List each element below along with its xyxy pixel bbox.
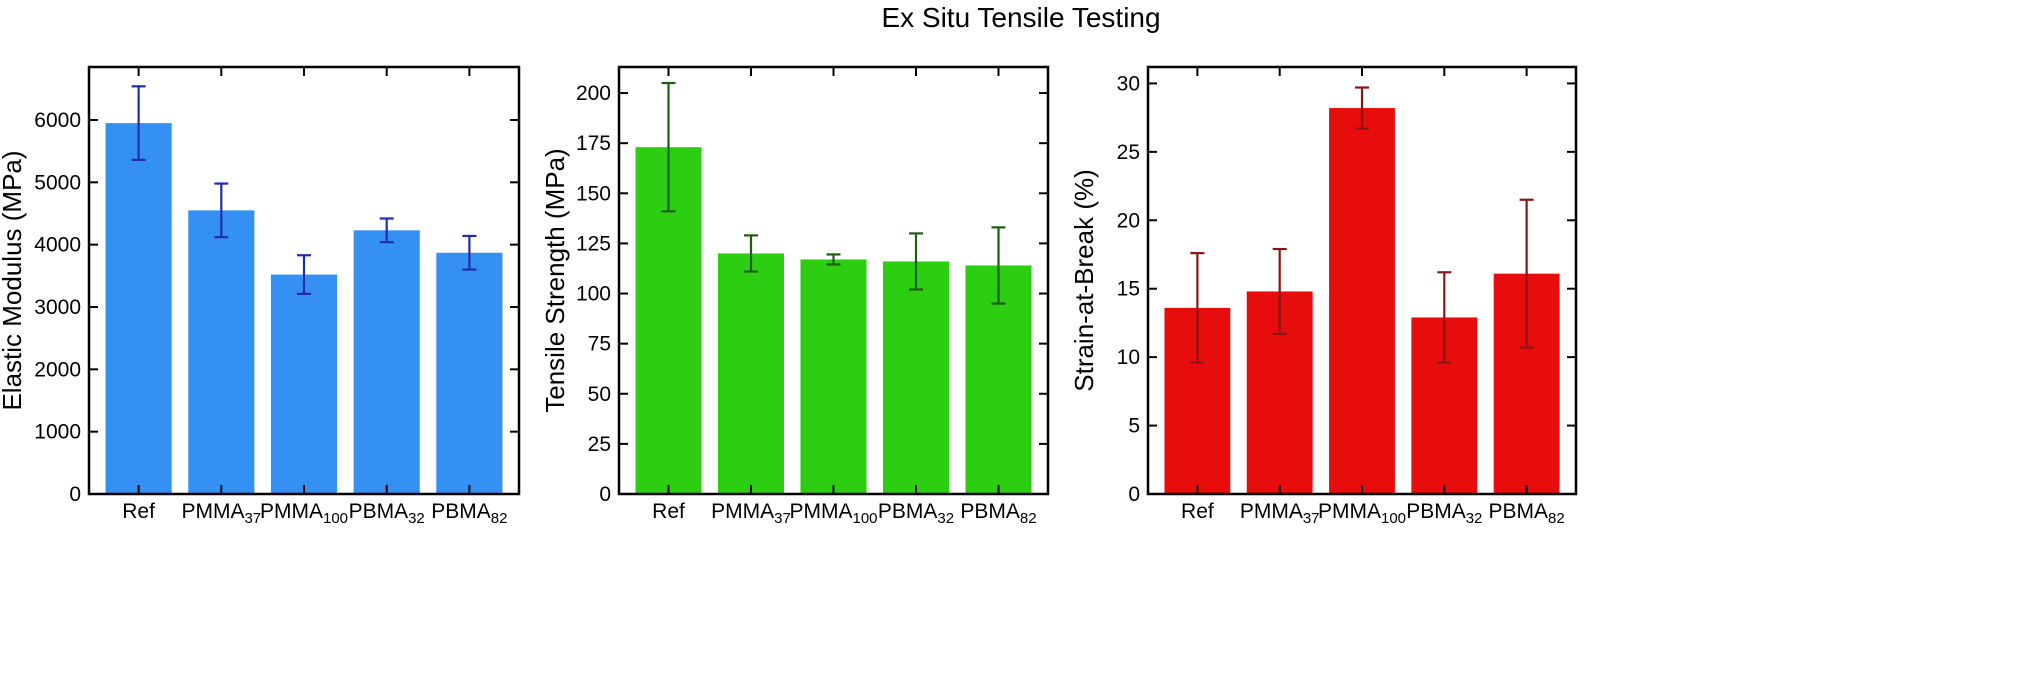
x-tick-label: PBMA32 bbox=[878, 500, 954, 527]
y-tick-label: 3000 bbox=[34, 296, 81, 319]
y-tick-label: 150 bbox=[576, 182, 611, 205]
x-tick-label: PMMA37 bbox=[181, 500, 261, 527]
x-tick-label: PMMA37 bbox=[1240, 500, 1320, 527]
y-tick-label: 6000 bbox=[34, 109, 81, 132]
bar bbox=[270, 274, 338, 494]
y-tick-label: 5 bbox=[1128, 415, 1140, 438]
x-tick-label: PMMA100 bbox=[789, 500, 877, 527]
y-axis-label: Strain-at-Break (%) bbox=[1069, 169, 1099, 392]
bar bbox=[800, 259, 867, 494]
y-tick-label: 4000 bbox=[34, 234, 81, 257]
x-tick-label: PBMA82 bbox=[960, 500, 1036, 527]
y-tick-label: 0 bbox=[69, 483, 81, 506]
y-tick-label: 10 bbox=[1117, 346, 1140, 369]
y-tick-label: 15 bbox=[1117, 278, 1140, 301]
x-tick-label: PMMA37 bbox=[711, 500, 791, 527]
figure-title: Ex Situ Tensile Testing bbox=[881, 2, 1161, 33]
bar bbox=[353, 230, 420, 494]
y-tick-label: 75 bbox=[588, 333, 611, 356]
bar bbox=[1329, 108, 1395, 495]
y-axis-label: Elastic Modulus (MPa) bbox=[0, 150, 27, 410]
x-tick-label: PMMA100 bbox=[260, 500, 348, 527]
y-tick-label: 25 bbox=[1117, 141, 1140, 164]
x-tick-label: PBMA32 bbox=[1406, 500, 1482, 527]
x-tick-label: Ref bbox=[652, 500, 685, 523]
y-axis-label: Tensile Strength (MPa) bbox=[540, 148, 570, 412]
x-tick-label: PBMA82 bbox=[431, 500, 507, 527]
y-tick-label: 25 bbox=[588, 433, 611, 456]
bar bbox=[436, 252, 503, 494]
y-tick-label: 50 bbox=[588, 383, 611, 406]
y-tick-label: 5000 bbox=[34, 171, 81, 194]
y-tick-label: 100 bbox=[576, 283, 611, 306]
axes-frame bbox=[1146, 65, 1578, 496]
bar bbox=[718, 253, 784, 494]
bar bbox=[188, 210, 255, 495]
bar bbox=[883, 261, 949, 494]
y-tick-label: 0 bbox=[599, 483, 611, 506]
y-tick-label: 20 bbox=[1117, 209, 1140, 232]
x-tick-label: PBMA32 bbox=[349, 500, 425, 527]
y-tick-label: 200 bbox=[576, 82, 611, 105]
x-tick-label: Ref bbox=[1181, 500, 1214, 523]
y-tick-label: 125 bbox=[576, 232, 611, 255]
y-tick-label: 30 bbox=[1117, 72, 1140, 95]
x-tick-label: PMMA100 bbox=[1318, 500, 1406, 527]
y-tick-label: 175 bbox=[576, 132, 611, 155]
bar bbox=[105, 123, 172, 495]
axes-frame bbox=[617, 65, 1050, 496]
y-tick-label: 2000 bbox=[34, 358, 81, 381]
x-tick-label: Ref bbox=[122, 500, 155, 523]
axes-frame bbox=[87, 65, 521, 496]
y-tick-label: 1000 bbox=[34, 421, 81, 444]
x-tick-label: PBMA82 bbox=[1489, 500, 1565, 527]
y-tick-label: 0 bbox=[1128, 483, 1140, 506]
